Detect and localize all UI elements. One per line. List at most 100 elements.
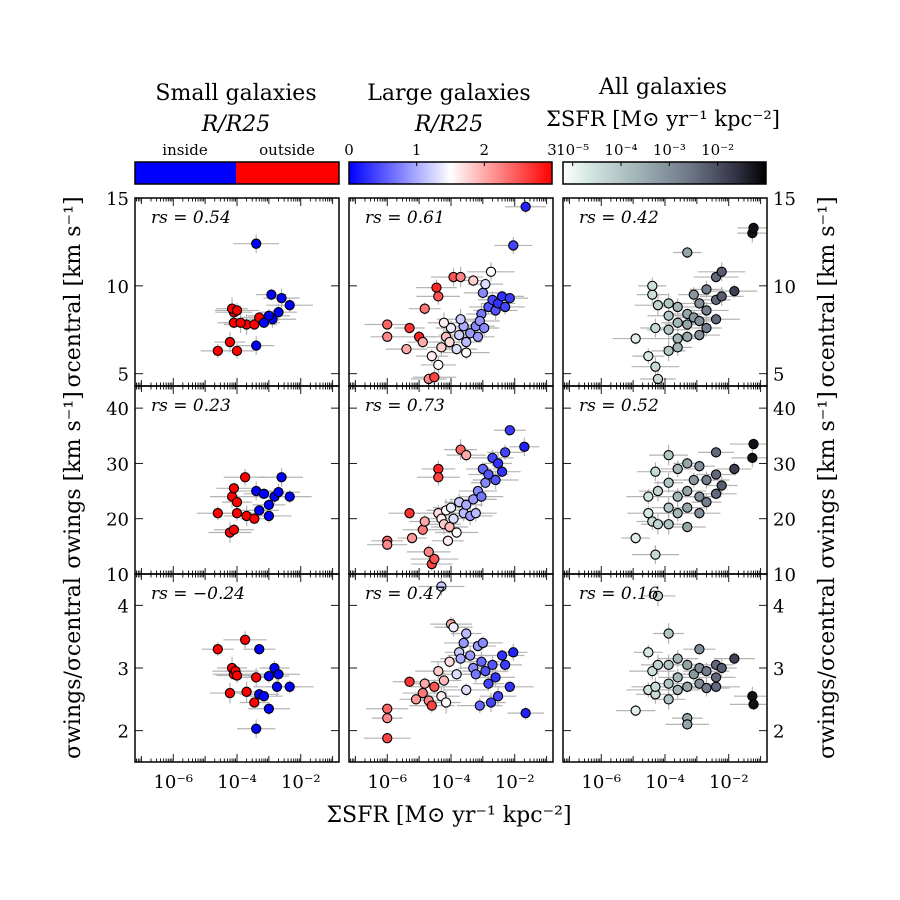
row-labels: σcentral [km s⁻¹] σwings [km s⁻¹] σwings… — [61, 196, 840, 759]
data-point — [490, 474, 501, 486]
data-point — [630, 532, 641, 544]
panel-all-wings: 10 20 30 40 rs = 0.52 — [562, 385, 796, 586]
data-point — [504, 292, 515, 304]
x-tick-label: 10⁻² — [495, 772, 535, 793]
data-point — [404, 676, 415, 687]
data-point — [465, 650, 476, 661]
data-point — [477, 287, 489, 299]
data-point — [429, 681, 440, 692]
data-point — [431, 282, 442, 293]
data-point — [444, 336, 455, 348]
data-point — [401, 343, 412, 355]
data-point — [663, 345, 674, 357]
y-tick-label: 2 — [773, 722, 784, 743]
panel-small-wings: 10 20 30 40 rs = 0.23 — [106, 385, 340, 586]
data-point — [429, 553, 440, 565]
data-point — [249, 697, 260, 708]
title-small-line1: Small galaxies — [155, 81, 316, 106]
x-tick-label: 10⁻⁶ — [153, 772, 193, 793]
data-point — [231, 670, 243, 681]
data-point — [663, 628, 674, 639]
ylabel-ratio-left: σwings/σcentral — [61, 577, 86, 759]
data-point — [496, 650, 508, 661]
y-tick-label: 10 — [773, 277, 796, 298]
data-point — [433, 665, 444, 677]
data-point — [440, 697, 452, 708]
x-tick-label: 10⁻⁶ — [367, 772, 407, 793]
data-point — [258, 691, 270, 702]
panel-data — [615, 585, 767, 731]
data-point — [451, 669, 462, 680]
colorbar-outside-swatch — [236, 162, 339, 184]
data-point — [444, 521, 455, 533]
data-point — [663, 502, 674, 513]
y-tick-label: 20 — [773, 510, 796, 531]
data-point — [474, 700, 485, 711]
data-point — [710, 681, 722, 692]
data-point — [716, 291, 727, 302]
data-point — [263, 510, 275, 522]
data-point — [500, 659, 511, 671]
title-large-line1: Large galaxies — [367, 81, 530, 106]
data-point — [520, 201, 531, 212]
x-tick-label: 10⁻² — [709, 772, 749, 793]
colorbar-all-ticks: 10⁻⁵ 10⁻⁴ 10⁻³ 10⁻² — [556, 141, 734, 166]
colorbar-small: inside outside — [134, 141, 340, 185]
colorbar-bwr-bar — [348, 161, 553, 185]
data-point — [672, 301, 683, 313]
data-point — [212, 508, 223, 519]
title-all-line1: All galaxies — [598, 75, 727, 100]
data-point — [436, 342, 447, 353]
panel-large-wings: rs = 0.73 — [348, 385, 554, 575]
data-point — [251, 672, 262, 683]
data-point — [672, 333, 683, 344]
data-point — [419, 516, 430, 527]
data-point — [701, 682, 712, 694]
y-tick-label: 15 — [106, 189, 129, 210]
panel-large-central: rs = 0.61 — [348, 197, 554, 387]
data-point — [643, 491, 654, 502]
data-point — [650, 681, 661, 692]
panel-data — [196, 467, 312, 543]
data-point — [647, 280, 658, 292]
data-point — [419, 678, 430, 689]
data-point — [271, 681, 283, 692]
data-point — [455, 271, 466, 283]
data-point — [663, 298, 674, 309]
data-point — [701, 322, 712, 334]
data-point — [701, 665, 712, 677]
data-point — [273, 307, 284, 318]
data-point — [231, 305, 243, 316]
data-point — [492, 458, 504, 469]
data-point — [650, 361, 661, 372]
data-point — [417, 336, 428, 348]
data-point — [748, 438, 759, 450]
data-point — [254, 644, 265, 655]
colorbar-inside-swatch — [135, 162, 236, 184]
data-point — [235, 317, 246, 328]
data-point — [672, 684, 683, 696]
y-tick-label: 5 — [118, 365, 129, 386]
data-point — [444, 656, 455, 667]
data-point — [652, 590, 664, 602]
data-point — [382, 319, 393, 330]
data-point — [476, 656, 487, 667]
data-point — [500, 447, 511, 458]
data-point — [417, 687, 428, 699]
data-point — [710, 314, 722, 325]
colorbar-inside-label: inside — [162, 141, 208, 159]
column-titles: Small galaxies R/R25 Large galaxies R/R2… — [155, 75, 780, 137]
data-point — [461, 499, 472, 511]
data-point — [694, 508, 705, 519]
data-point — [652, 300, 664, 311]
data-point — [647, 289, 658, 300]
colorbar-all-tick-label: 10⁻⁵ — [556, 141, 589, 159]
panel-data — [367, 425, 540, 572]
data-point — [710, 447, 722, 458]
data-point — [672, 653, 683, 664]
x-tick-label: 10⁻⁴ — [645, 772, 685, 793]
data-point — [429, 372, 440, 383]
data-point — [263, 703, 275, 714]
data-point — [716, 662, 727, 674]
